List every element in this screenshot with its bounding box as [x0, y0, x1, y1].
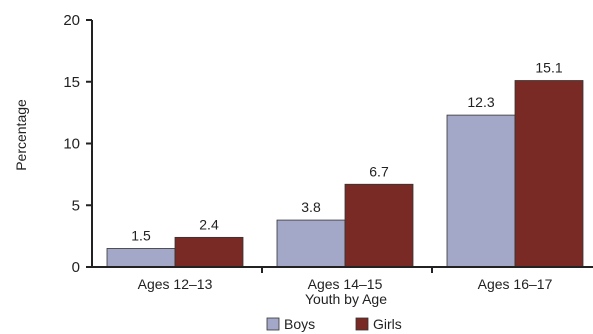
x-category-label: Ages 12–13 — [138, 276, 213, 292]
bar-boys — [446, 114, 516, 268]
y-tick-label: 20 — [63, 12, 80, 29]
data-label: 3.8 — [301, 199, 321, 215]
y-axis-title: Percentage — [13, 99, 29, 171]
y-tick-label: 10 — [63, 136, 80, 153]
x-axis: Ages 12–13 Ages 14–15 Ages 16–17 — [92, 266, 593, 292]
x-axis-title: Youth by Age — [305, 291, 387, 307]
x-category-label: Ages 14–15 — [308, 276, 383, 292]
bar-girls — [174, 236, 244, 268]
y-tick-label: 5 — [72, 197, 80, 214]
legend-swatch-girls — [355, 317, 369, 331]
legend-label-boys: Boys — [284, 316, 315, 332]
bar-boys — [106, 248, 176, 268]
x-category-label: Ages 16–17 — [478, 276, 553, 292]
data-labels: 1.5 2.4 3.8 6.7 12.3 15.1 — [131, 60, 563, 244]
data-label: 1.5 — [131, 227, 151, 243]
data-label: 6.7 — [369, 163, 389, 179]
data-label: 12.3 — [467, 94, 494, 110]
data-label: 2.4 — [199, 216, 219, 232]
bar-girls — [344, 183, 414, 268]
bars — [106, 80, 584, 268]
legend: Boys Girls — [266, 316, 402, 332]
y-tick-label: 0 — [72, 259, 80, 276]
bar-boys — [276, 219, 346, 268]
bar-girls — [514, 80, 584, 268]
y-axis: 0 5 10 15 20 — [63, 12, 93, 276]
y-tick-label: 15 — [63, 74, 80, 91]
legend-label-girls: Girls — [373, 316, 402, 332]
data-label: 15.1 — [535, 60, 562, 76]
legend-swatch-boys — [266, 317, 280, 331]
